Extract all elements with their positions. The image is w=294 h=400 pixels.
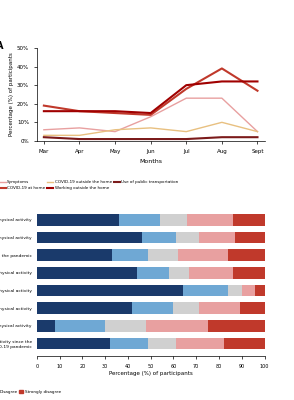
Bar: [228, 285, 242, 296]
Bar: [235, 232, 265, 243]
Bar: [224, 338, 265, 349]
Bar: [176, 232, 198, 243]
Bar: [176, 338, 224, 349]
Legend: Symptoms, COVID-19 at home, COVID-19 outside the home, Working outside the home,: Symptoms, COVID-19 at home, COVID-19 out…: [0, 178, 180, 192]
Bar: [137, 267, 169, 278]
Bar: [37, 214, 119, 226]
Bar: [189, 267, 233, 278]
Bar: [173, 302, 198, 314]
Bar: [233, 214, 265, 226]
Bar: [208, 320, 265, 332]
Bar: [119, 214, 160, 226]
Bar: [142, 232, 176, 243]
Bar: [37, 267, 137, 278]
Bar: [160, 214, 187, 226]
Bar: [228, 250, 265, 261]
X-axis label: Months: Months: [139, 159, 162, 164]
Bar: [178, 250, 228, 261]
Bar: [187, 214, 233, 226]
Bar: [233, 267, 265, 278]
Bar: [112, 250, 148, 261]
Bar: [37, 232, 142, 243]
Bar: [255, 285, 265, 296]
Bar: [55, 320, 105, 332]
Text: A: A: [0, 40, 3, 50]
Bar: [37, 302, 132, 314]
Y-axis label: Percentage (%) of participants: Percentage (%) of participants: [9, 52, 14, 136]
Bar: [198, 232, 235, 243]
Bar: [148, 338, 176, 349]
Bar: [148, 250, 178, 261]
Bar: [240, 302, 265, 314]
Bar: [37, 285, 183, 296]
Bar: [146, 320, 208, 332]
Bar: [37, 250, 112, 261]
X-axis label: Percentage (%) of participants: Percentage (%) of participants: [109, 372, 193, 376]
Legend: Strongly agree, Agree, Neutral, Disagree, Strongly disagree: Strongly agree, Agree, Neutral, Disagree…: [0, 388, 62, 396]
Bar: [198, 302, 240, 314]
Bar: [37, 338, 110, 349]
Bar: [242, 285, 255, 296]
Bar: [105, 320, 146, 332]
Bar: [132, 302, 173, 314]
Bar: [183, 285, 228, 296]
Bar: [37, 320, 55, 332]
Bar: [169, 267, 189, 278]
Bar: [110, 338, 148, 349]
